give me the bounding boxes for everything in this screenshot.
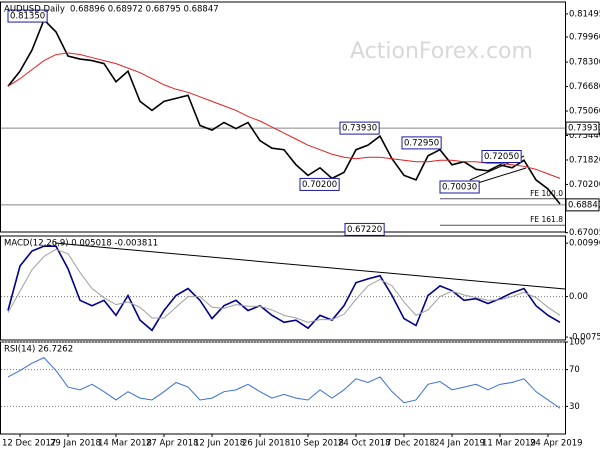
- watermark: ActionForex.com: [350, 39, 533, 64]
- annotation-box: [344, 222, 385, 236]
- x-tick-label: 7 Dec 2018: [386, 439, 435, 449]
- x-tick-label: 29 Jan 2018: [50, 439, 101, 449]
- y-tick-label: 0.70200: [569, 180, 600, 190]
- x-tick-label: 24 Oct 2018: [338, 439, 391, 449]
- series-line: [7, 18, 561, 205]
- y-tick-label: 0.009964: [569, 239, 600, 249]
- series-line: [7, 245, 561, 332]
- x-tick-label: 11 Mar 2019: [482, 439, 536, 449]
- x-tick-label: 26 Jul 2018: [242, 439, 290, 449]
- trend-line: [54, 242, 566, 290]
- panel-frame: [0, 1, 566, 233]
- annotation-label: 0.81350: [10, 12, 45, 22]
- series-line: [7, 52, 561, 179]
- x-tick-label: 27 Apr 2018: [146, 439, 199, 449]
- annotation-box: [339, 121, 380, 135]
- annotation-box: [401, 136, 442, 150]
- y-tick-label: 0.67005: [569, 228, 600, 238]
- level-label: 0.73930: [568, 124, 600, 134]
- annotation-label: 0.67220: [347, 225, 382, 235]
- series-line: [7, 357, 561, 409]
- panel-title: RSI(14) 26.7262: [4, 345, 73, 355]
- x-tick-label: 24 Apr 2019: [530, 439, 583, 449]
- annotation-box: [299, 177, 340, 191]
- annotation-label: 0.72950: [404, 138, 439, 148]
- x-tick-label: 24 Jan 2019: [434, 439, 485, 449]
- annotation-box: [481, 149, 522, 163]
- fe-label: FE 161.8: [530, 215, 563, 224]
- annotation-label: 0.70200: [302, 180, 337, 190]
- panel-frame: [0, 341, 566, 435]
- x-tick-label: 12 Dec 2017: [2, 439, 56, 449]
- level-box: [565, 198, 600, 212]
- level-box: [565, 121, 600, 135]
- panel-frame: [0, 235, 566, 341]
- x-tick-label: 14 Mar 2018: [98, 439, 152, 449]
- level-label: 0.68847: [568, 200, 600, 210]
- y-tick-label: 70: [569, 365, 580, 375]
- annotation-label: 0.72050: [484, 152, 519, 162]
- x-tick-label: 12 Jun 2018: [194, 439, 245, 449]
- panel-subtitle: 0.68896 0.68972 0.68795 0.68847: [70, 5, 219, 15]
- annotation-label: 0.73930: [342, 124, 377, 134]
- panel-title: MACD(12,26,9) 0.005018 -0.003811: [4, 239, 158, 249]
- y-tick-label: 30: [569, 402, 580, 412]
- y-tick-label: 0.81495: [569, 9, 600, 19]
- y-tick-label: 100: [569, 338, 585, 348]
- fe-label: FE 100.0: [530, 189, 563, 198]
- y-tick-label: 0.00: [569, 292, 588, 302]
- series-line: [7, 248, 561, 323]
- annotation-box: [439, 180, 480, 194]
- panel-title: AUDUSD Daily: [4, 5, 65, 15]
- y-tick-label: -0.00756: [569, 333, 600, 343]
- annotation-label: 0.70030: [442, 182, 477, 192]
- annotation-box: [7, 9, 48, 23]
- x-tick-label: 10 Sep 2018: [290, 439, 344, 449]
